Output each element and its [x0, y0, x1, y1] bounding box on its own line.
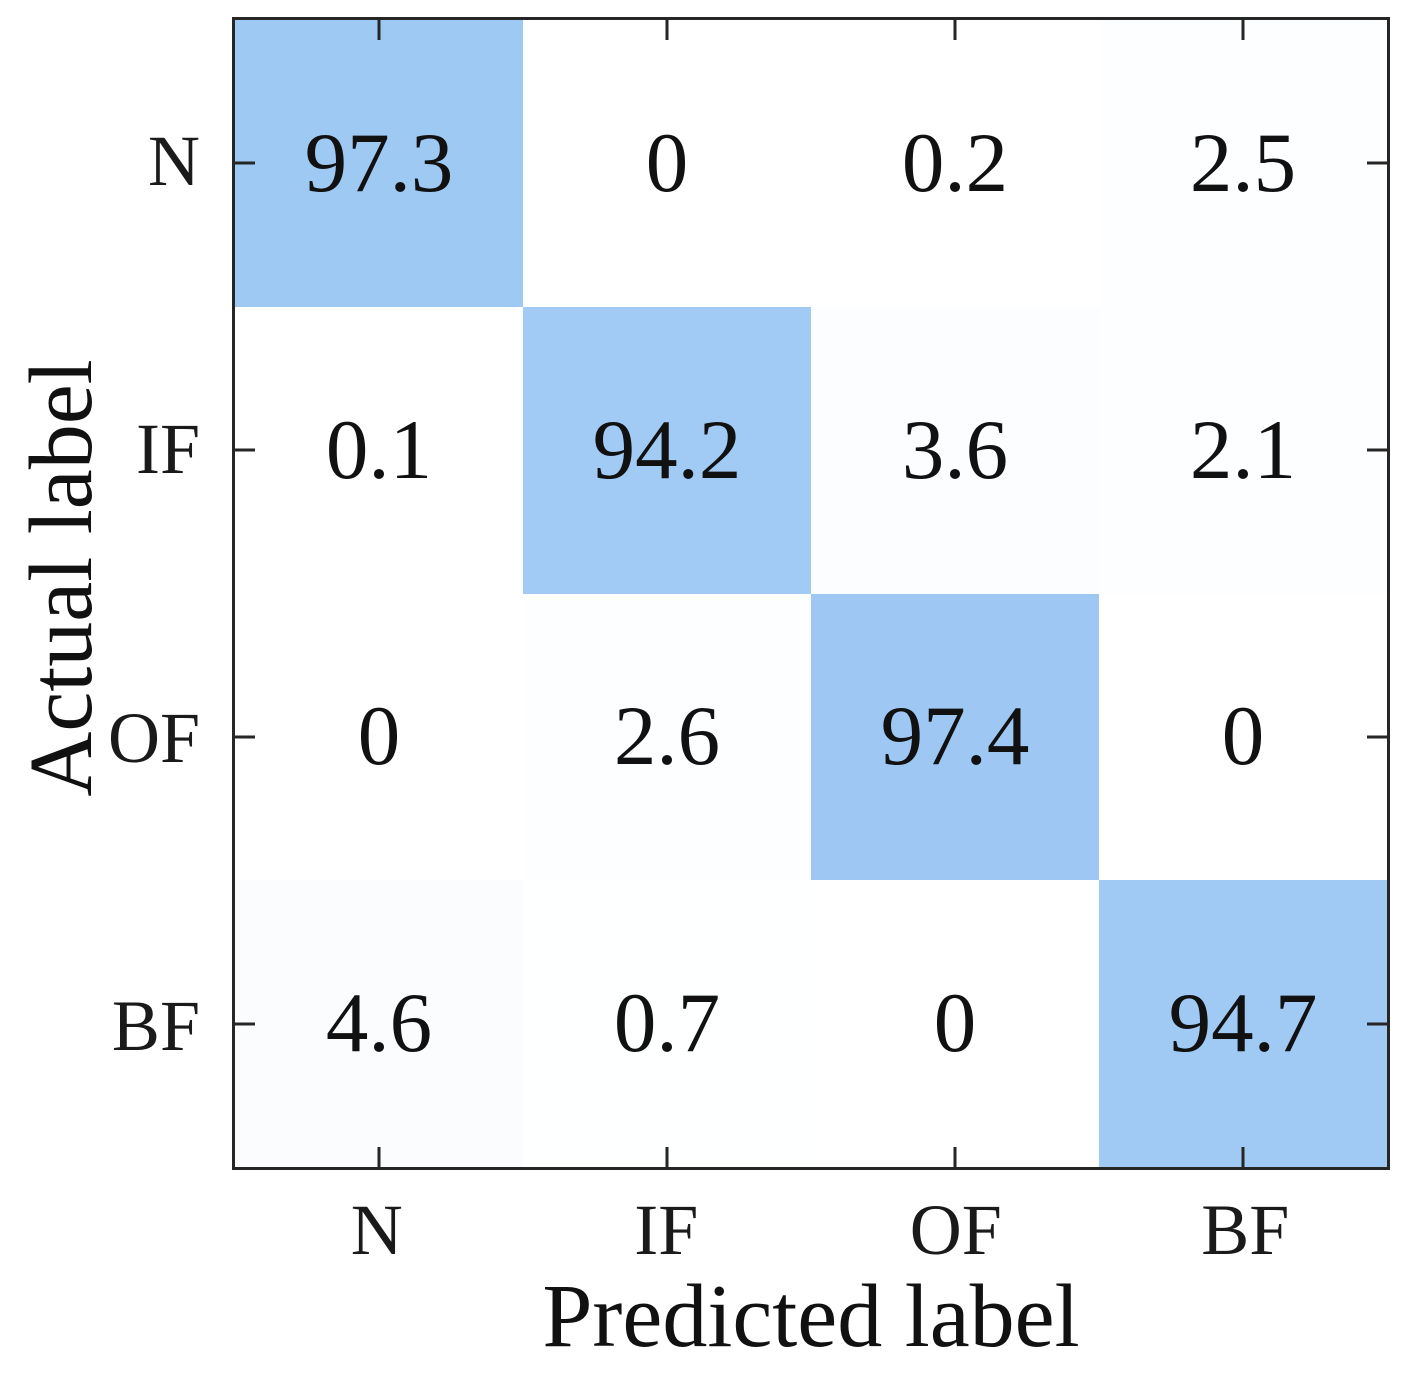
- matrix-cell: 97.4: [811, 593, 1099, 881]
- x-tick-label: N: [350, 1190, 403, 1270]
- right-axis-tick: [1367, 161, 1387, 165]
- cell-value: 3.6: [901, 402, 1009, 497]
- matrix-cell: 0: [235, 593, 523, 881]
- cell-value: 0: [933, 976, 977, 1071]
- matrix-cell: 4.6: [235, 880, 523, 1167]
- cell-value: 0.7: [613, 976, 721, 1071]
- right-axis-tick: [1367, 448, 1387, 452]
- matrix-cell: 0: [523, 20, 811, 307]
- right-axis-tick: [1367, 735, 1387, 739]
- x-tick-label: IF: [634, 1190, 699, 1270]
- x-tick-labels: N IF OF BF: [232, 1194, 1390, 1284]
- bottom-axis-tick: [953, 1147, 957, 1167]
- x-axis-title: Predicted label: [542, 1267, 1080, 1366]
- matrix-cell: 2.1: [1099, 306, 1387, 594]
- matrix-cell: 0.1: [235, 306, 523, 594]
- cell-value: 0: [357, 689, 401, 784]
- cell-value: 0.2: [901, 115, 1009, 210]
- matrix-cell: 94.7: [1099, 880, 1387, 1167]
- left-axis-tick: [235, 1022, 255, 1026]
- cell-value: 2.1: [1189, 402, 1297, 497]
- bottom-axis-tick: [377, 1147, 381, 1167]
- x-tick-label: OF: [909, 1190, 1002, 1270]
- cell-value: 97.3: [304, 115, 454, 210]
- top-axis-tick: [1241, 20, 1245, 40]
- y-tick-label: N: [148, 121, 200, 202]
- left-axis-tick: [235, 161, 255, 165]
- cell-value: 0: [645, 115, 689, 210]
- top-axis-tick: [377, 20, 381, 40]
- matrix-cell: 2.6: [523, 593, 811, 881]
- top-axis-tick: [953, 20, 957, 40]
- left-axis-tick: [235, 735, 255, 739]
- cell-value: 2.6: [613, 689, 721, 784]
- left-axis-tick: [235, 448, 255, 452]
- matrix-cell: 2.5: [1099, 20, 1387, 307]
- matrix-cell: 0.2: [811, 20, 1099, 307]
- y-tick-label: IF: [135, 409, 200, 490]
- y-tick-label: OF: [107, 697, 200, 778]
- matrix-cell: 97.3: [235, 20, 523, 307]
- cell-value: 97.4: [880, 689, 1030, 784]
- plot-area: 97.3 0 0.2 2.5 0.1 94.2 3.6 2.1 0 2.6 97.4 0 4.6 0.7 0…: [232, 17, 1390, 1170]
- matrix-cell: 3.6: [811, 306, 1099, 594]
- cell-value: 94.7: [1168, 976, 1318, 1071]
- bottom-axis-tick: [1241, 1147, 1245, 1167]
- cell-value: 2.5: [1189, 115, 1297, 210]
- matrix-cell: 0.7: [523, 880, 811, 1167]
- cell-value: 0.1: [325, 402, 433, 497]
- cell-value: 94.2: [592, 402, 742, 497]
- matrix-cell: 94.2: [523, 306, 811, 594]
- matrix-cell: 0: [1099, 593, 1387, 881]
- y-tick-label: BF: [111, 985, 200, 1066]
- top-axis-tick: [665, 20, 669, 40]
- cell-value: 4.6: [325, 976, 433, 1071]
- bottom-axis-tick: [665, 1147, 669, 1167]
- x-tick-label: BF: [1201, 1190, 1290, 1270]
- matrix-cell: 0: [811, 880, 1099, 1167]
- right-axis-tick: [1367, 1022, 1387, 1026]
- y-tick-labels: N IF OF BF: [0, 17, 216, 1170]
- cell-value: 0: [1221, 689, 1265, 784]
